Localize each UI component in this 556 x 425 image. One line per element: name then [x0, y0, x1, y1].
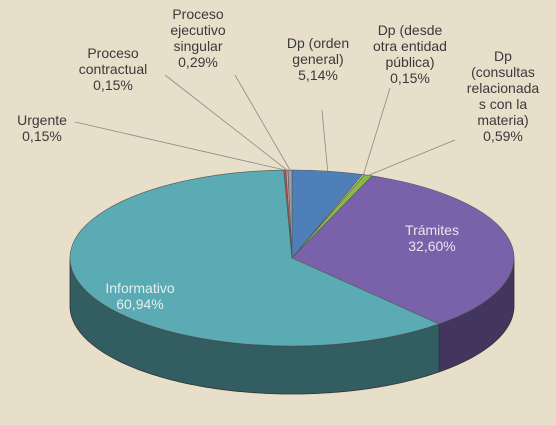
category-label: Proceso contractual [78, 45, 148, 77]
leader-line [368, 139, 456, 176]
category-label: Dp (orden general) [286, 35, 350, 67]
slice-label: Proceso contractual 0,15% [79, 45, 147, 93]
category-label: Urgente [17, 112, 67, 128]
leader-line [74, 121, 285, 171]
slice-label: Trámites 32,60% [405, 222, 459, 254]
leader-line [363, 87, 391, 175]
category-label: Proceso ejecutivo singular [170, 6, 226, 54]
category-label: Trámites [405, 222, 459, 238]
category-label: Dp (consultas relacionada s con la mater… [466, 48, 540, 128]
slice-label: Informativo 60,94% [105, 280, 174, 312]
leader-line [234, 74, 291, 171]
category-label: Informativo [105, 280, 175, 296]
slice-label: Dp (desde otra entidad pública) 0,15% [373, 22, 447, 86]
value-label: 60,94% [116, 296, 164, 312]
slice [287, 169, 293, 259]
value-label: 0,29% [178, 54, 218, 70]
slice-label: Dp (consultas relacionada s con la mater… [467, 48, 539, 144]
leader-line [321, 109, 329, 172]
value-label: 0,15% [390, 70, 430, 86]
value-label: 32,60% [408, 238, 456, 254]
value-label: 0,15% [22, 128, 62, 144]
slice [69, 169, 440, 347]
slice-label: Dp (orden general) 5,14% [287, 35, 349, 83]
slice [291, 175, 515, 325]
value-label: 5,14% [298, 67, 338, 83]
slice-label: Urgente 0,15% [17, 112, 67, 144]
value-label: 0,15% [93, 77, 133, 93]
slice-label: Proceso ejecutivo singular 0,29% [170, 6, 225, 70]
value-label: 0,59% [483, 128, 523, 144]
category-label: Dp (desde otra entidad pública) [373, 22, 447, 70]
leader-line [164, 74, 288, 171]
